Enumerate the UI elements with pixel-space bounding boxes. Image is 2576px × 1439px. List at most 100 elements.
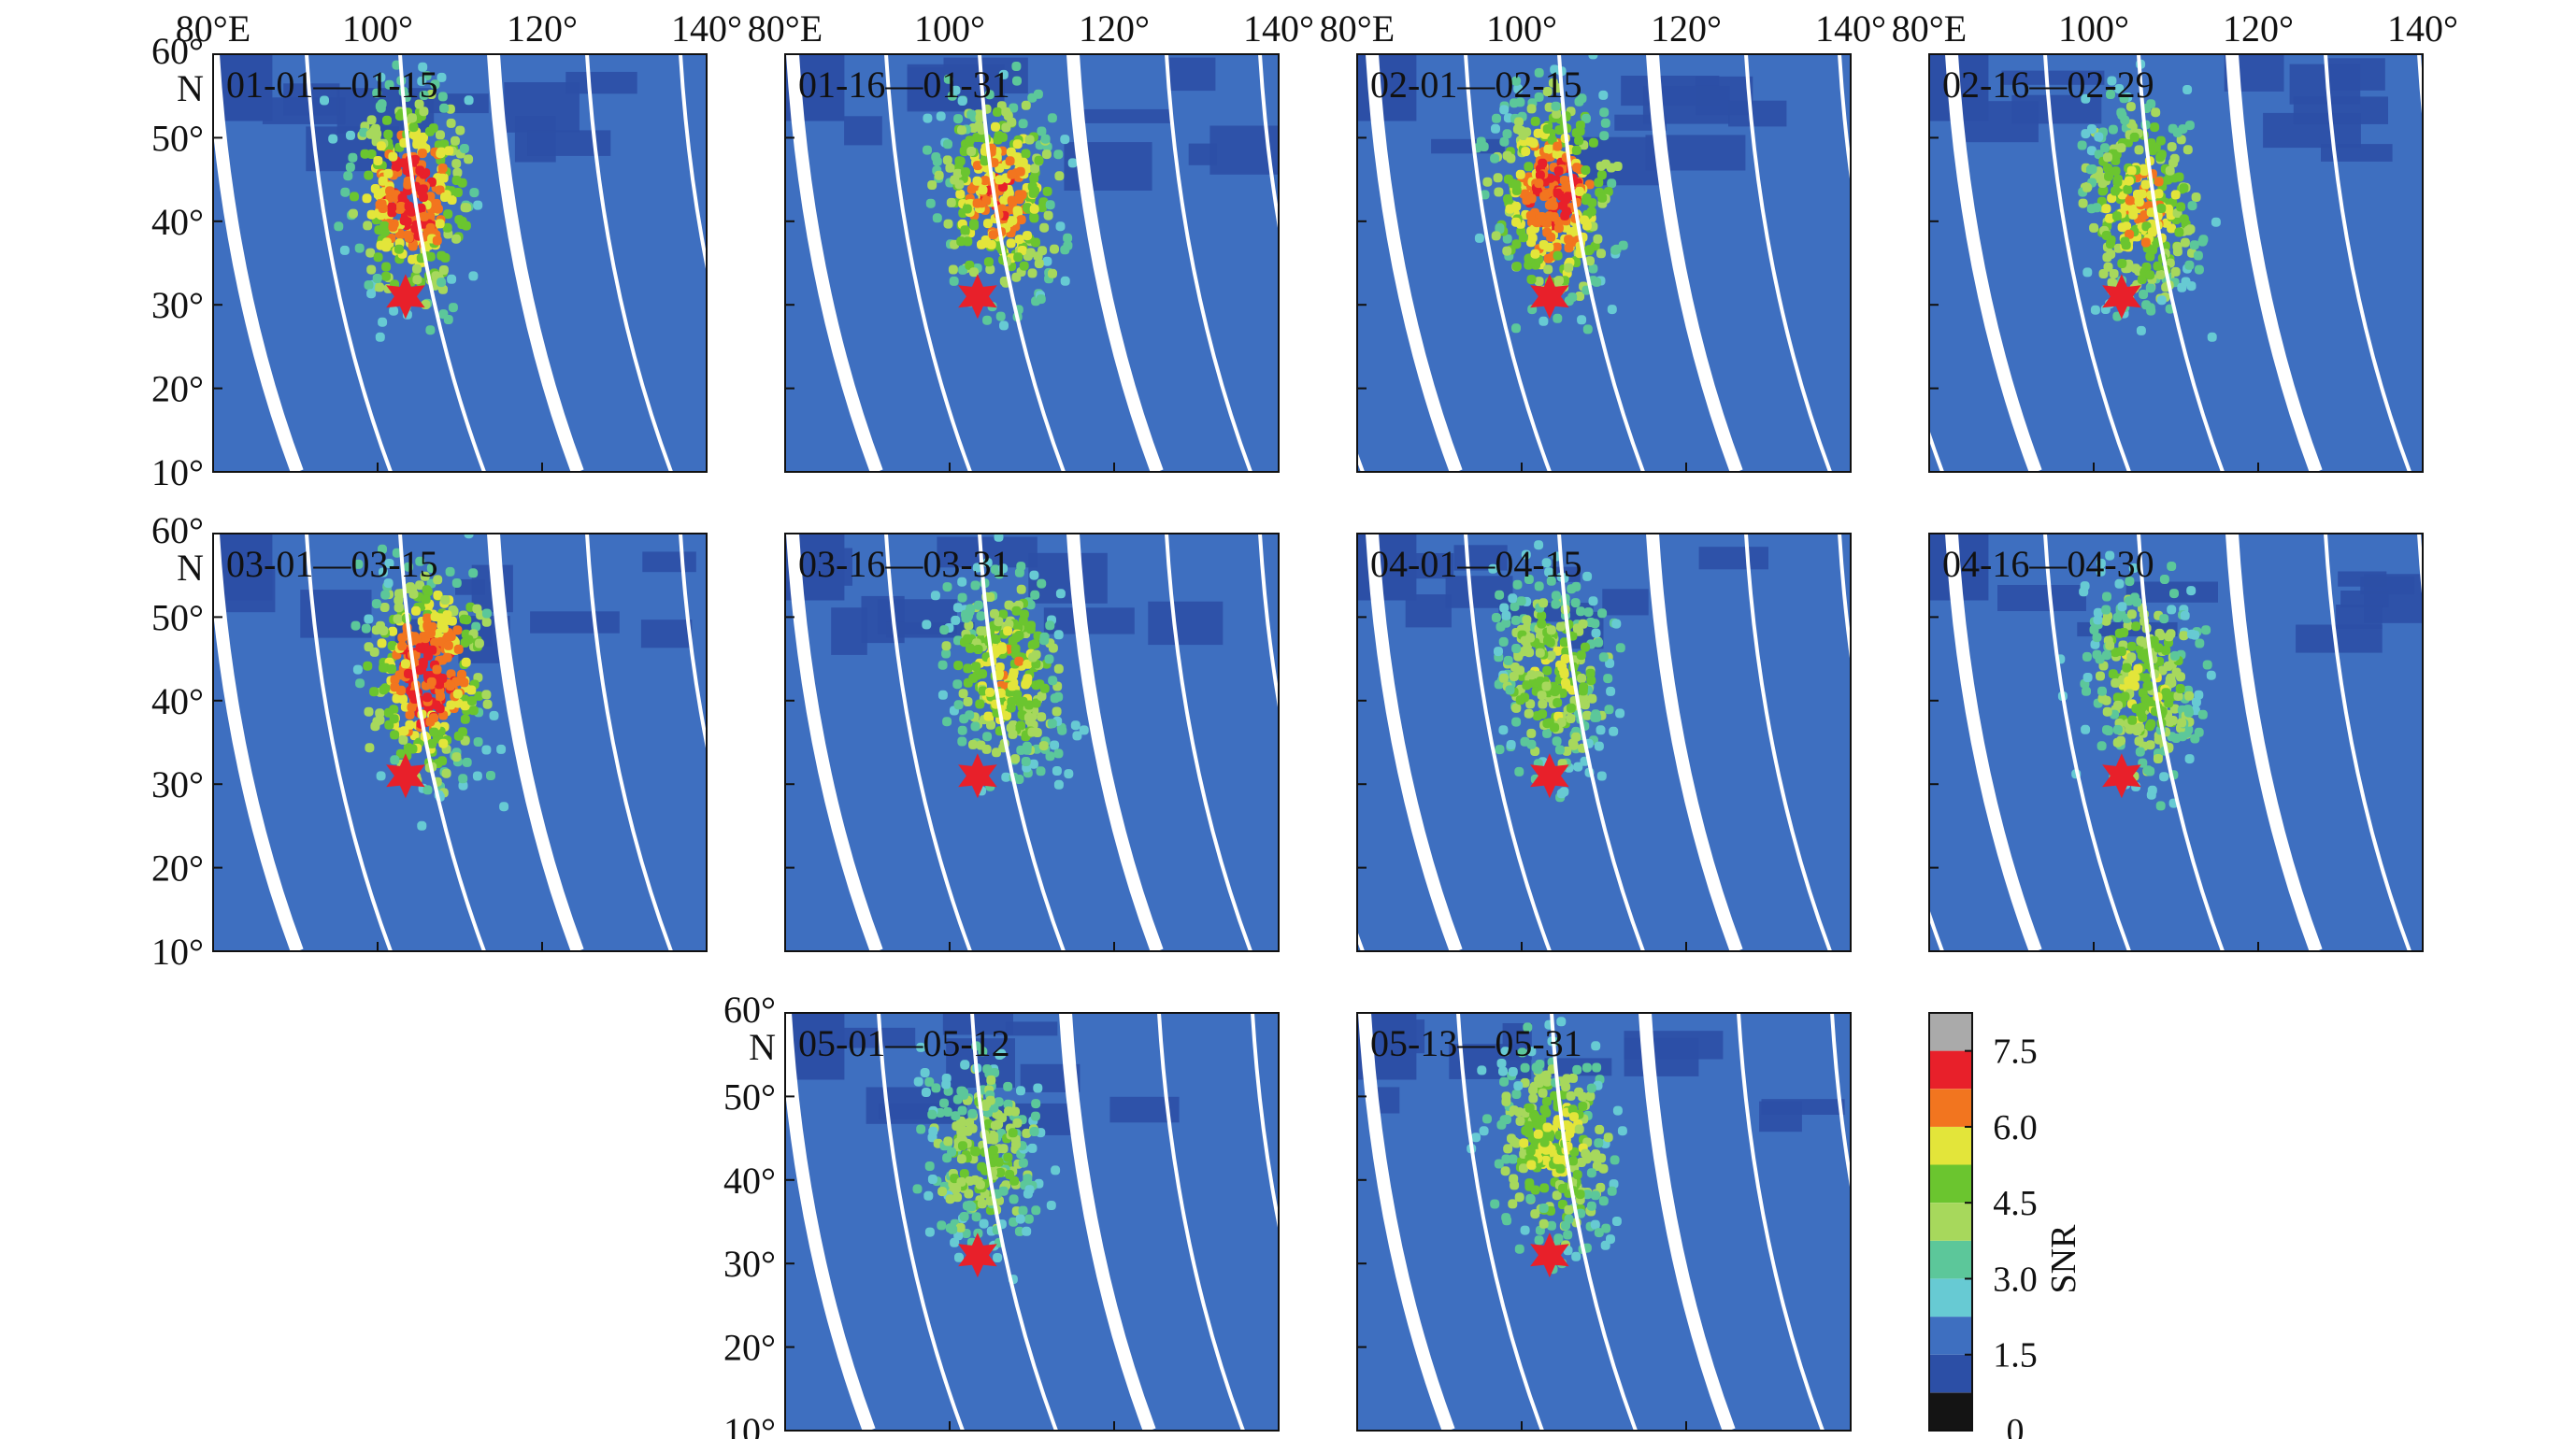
snr-cell xyxy=(1011,1139,1021,1149)
snr-cell xyxy=(437,674,448,683)
swath-gap xyxy=(978,54,1066,472)
snr-cell xyxy=(983,219,993,229)
snr-cell xyxy=(1584,245,1595,255)
snr-cell xyxy=(2143,765,2153,776)
snr-cell xyxy=(960,225,970,235)
snr-cell xyxy=(442,610,452,620)
snr-cell xyxy=(1045,751,1055,762)
snr-cell xyxy=(2079,587,2089,597)
snr-cell xyxy=(1538,1088,1548,1098)
snr-cell xyxy=(922,620,932,630)
snr-cell xyxy=(2193,250,2203,261)
snr-cell xyxy=(931,152,941,162)
snr-cell xyxy=(2190,630,2200,640)
lat-tick-label: 60° xyxy=(151,30,204,72)
snr-cell xyxy=(378,544,387,554)
swath-gap xyxy=(1838,54,1851,186)
snr-cell xyxy=(1009,1194,1019,1204)
swath-gap xyxy=(877,1013,965,1431)
snr-cell xyxy=(1064,769,1074,779)
snr-cell xyxy=(418,192,428,202)
map-panel-3: 02-01—02-15 80°E 100° 120° 140° xyxy=(1320,7,1886,473)
snr-cell xyxy=(937,690,948,700)
snr-cell xyxy=(973,645,983,654)
snr-cell xyxy=(1530,116,1540,126)
snr-cell xyxy=(1008,1128,1018,1138)
snr-cell xyxy=(1002,710,1011,720)
snr-cell xyxy=(432,235,442,246)
snr-cell xyxy=(2184,691,2195,701)
snr-cell xyxy=(2081,724,2091,734)
snr-cell xyxy=(2145,740,2155,750)
snr-cell xyxy=(381,237,392,248)
snr-cell xyxy=(2184,260,2195,270)
swath-gap xyxy=(1744,534,1832,951)
snr-cell xyxy=(370,721,380,732)
snr-cell xyxy=(1477,1065,1487,1076)
snr-cell xyxy=(1553,141,1563,151)
snr-cell xyxy=(1576,606,1586,617)
snr-cell xyxy=(1514,766,1524,776)
snr-cell xyxy=(1535,1060,1545,1069)
snr-cell xyxy=(436,149,446,159)
snr-cell xyxy=(366,264,377,275)
snr-cell xyxy=(2103,726,2113,735)
snr-cell xyxy=(997,132,1008,142)
snr-cell xyxy=(966,643,975,653)
snr-cell xyxy=(998,1144,1009,1154)
snr-cell xyxy=(1528,1085,1538,1095)
snr-cell xyxy=(963,697,973,706)
snr-cell xyxy=(964,620,974,631)
swath-gap xyxy=(1357,450,1365,472)
snr-cell xyxy=(1001,772,1011,782)
snr-cell xyxy=(1577,673,1587,683)
swath-gap xyxy=(884,54,972,472)
snr-cell xyxy=(390,730,400,740)
snr-cell xyxy=(1021,149,1031,159)
swath-gap xyxy=(2137,534,2225,951)
colorbar-bin xyxy=(1929,1354,1972,1393)
snr-cell xyxy=(1015,1214,1025,1224)
snr-cell xyxy=(2082,673,2093,682)
snr-cell xyxy=(983,711,994,721)
snr-cell xyxy=(1028,652,1038,663)
low-snr-patch xyxy=(831,607,867,655)
snr-cell xyxy=(460,637,470,648)
snr-cell xyxy=(1029,1127,1039,1136)
snr-cell xyxy=(2116,143,2126,153)
snr-cell xyxy=(1506,740,1516,749)
snr-cell xyxy=(957,125,966,135)
snr-cell xyxy=(1586,1168,1596,1178)
snr-cell xyxy=(2131,621,2141,632)
snr-cell xyxy=(1530,1112,1540,1122)
snr-cell xyxy=(2197,236,2208,247)
snr-cell xyxy=(2101,231,2111,240)
snr-cell xyxy=(2082,651,2092,662)
snr-cell xyxy=(377,638,387,648)
swath-gap xyxy=(1737,1013,1825,1431)
snr-cell xyxy=(2179,183,2189,193)
snr-cell xyxy=(1508,593,1518,604)
swath-gap xyxy=(679,534,707,753)
snr-cell xyxy=(1553,1154,1563,1164)
snr-cell xyxy=(937,1187,948,1197)
snr-cell xyxy=(2191,697,2201,707)
snr-cell xyxy=(1535,648,1545,658)
snr-cell xyxy=(2096,671,2105,681)
snr-cell xyxy=(2167,223,2177,234)
swath-gap xyxy=(1945,534,2042,951)
snr-cell xyxy=(948,1224,958,1234)
snr-cell xyxy=(1573,762,1583,772)
snr-cell xyxy=(1579,682,1589,692)
snr-cell xyxy=(1023,712,1034,722)
snr-cell xyxy=(2146,138,2156,149)
lat-tick-label: 60° xyxy=(723,989,776,1031)
snr-cell xyxy=(2120,115,2130,125)
snr-cell xyxy=(1522,615,1532,625)
snr-cell xyxy=(375,332,385,342)
snr-cell xyxy=(1004,1106,1014,1117)
snr-cell xyxy=(1557,662,1567,672)
snr-cell xyxy=(2140,237,2151,248)
snr-cell xyxy=(912,1184,923,1194)
snr-cell xyxy=(1502,129,1512,139)
